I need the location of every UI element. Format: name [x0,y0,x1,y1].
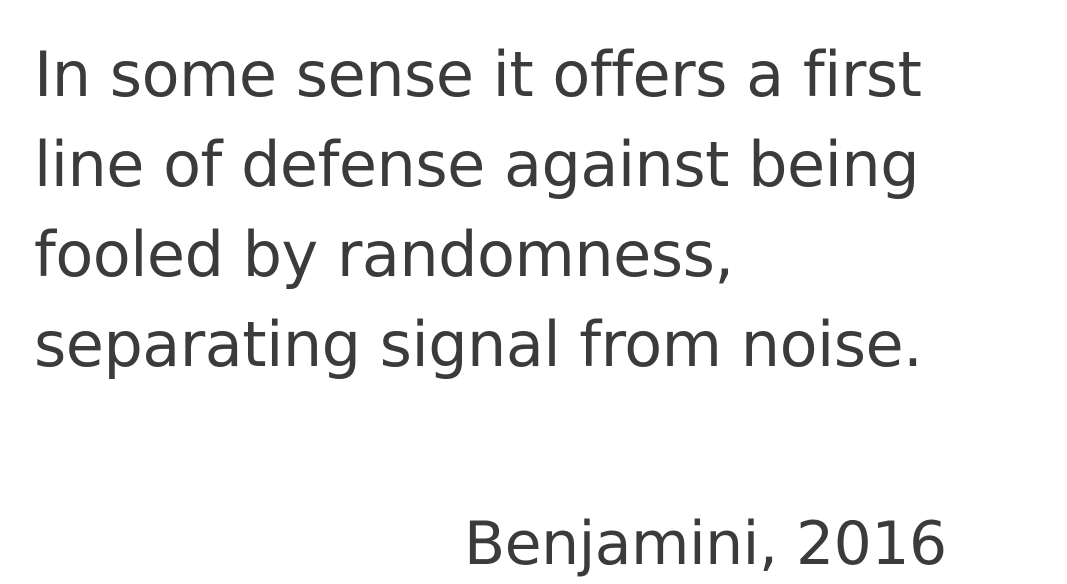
quote-line: In some sense it offers a first [34,38,922,111]
quote-line: separating signal from noise. [34,308,923,381]
quote-text: In some sense it offers a first line of … [34,30,1054,390]
quote-line: line of defense against being [34,128,920,201]
quote-line: fooled by randomness, [34,218,734,291]
quote-attribution: Benjamini, 2016 [464,509,947,579]
